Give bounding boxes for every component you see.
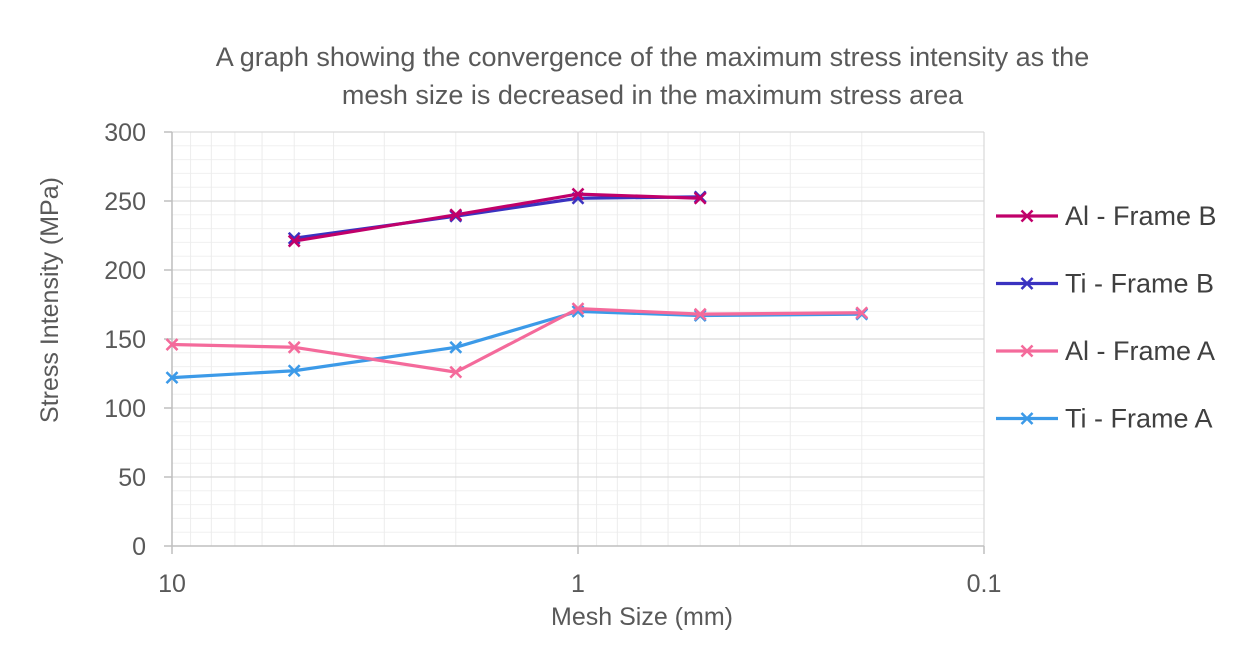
marker-stroke	[1020, 277, 1034, 290]
y-axis-title: Stress Intensity (MPa)	[36, 177, 64, 423]
series-al-frame-a	[165, 302, 869, 379]
marker-stroke	[449, 365, 463, 379]
marker-stroke	[287, 340, 301, 354]
legend-item-al-frame-b: Al - Frame B	[996, 201, 1217, 231]
series-ti-frame-b	[287, 190, 707, 245]
x-axis-title: Mesh Size (mm)	[551, 603, 733, 631]
legend-swatch-marker	[1020, 209, 1034, 223]
legend-swatch-marker	[1020, 412, 1034, 425]
marker-stroke	[1020, 412, 1034, 425]
marker-stroke	[693, 307, 707, 321]
y-tick-label: 0	[132, 533, 146, 561]
legend-item-al-frame-a: Al - Frame A	[996, 336, 1215, 366]
legend-item-ti-frame-b: Ti - Frame B	[996, 269, 1214, 299]
marker-stroke	[287, 234, 301, 248]
chart-title-line-1: A graph showing the convergence of the m…	[215, 42, 1090, 72]
data-point-al-frame-a	[449, 365, 463, 379]
data-point-al-frame-b	[287, 234, 301, 248]
series-line-ti-frame-a	[171, 309, 862, 380]
data-point-al-frame-a	[571, 302, 585, 316]
grid	[171, 131, 985, 546]
data-point-ti-frame-a	[287, 364, 301, 378]
marker-stroke	[449, 208, 463, 222]
y-tick-label: 200	[104, 257, 146, 285]
data-point-ti-frame-a	[449, 340, 463, 354]
marker-stroke	[287, 364, 301, 378]
data-point-al-frame-a	[693, 307, 707, 321]
data-point-ti-frame-a	[165, 371, 179, 385]
legend-swatch-marker	[1020, 344, 1034, 358]
data-point-al-frame-a	[165, 338, 179, 351]
data-point-al-frame-b	[571, 187, 585, 201]
legend-item-ti-frame-a: Ti - Frame A	[996, 404, 1213, 434]
chart-title: A graph showing the convergence of the m…	[80, 38, 1225, 114]
legend: Al - Frame B Ti - Frame B Al - Frame A Ti -…	[996, 201, 1217, 434]
marker-stroke	[449, 340, 463, 354]
series-line-al-frame-a	[171, 307, 862, 374]
series-line-al-frame-b	[293, 192, 701, 243]
marker-stroke	[855, 306, 869, 320]
legend-label: Ti - Frame B	[1065, 269, 1214, 299]
chart-title-line-2: mesh size is decreased in the maximum st…	[341, 80, 964, 110]
y-tick-label: 300	[104, 119, 146, 147]
data-point-al-frame-a	[287, 340, 301, 354]
legend-label: Al - Frame B	[1065, 201, 1217, 231]
marker-stroke	[1020, 209, 1034, 223]
marker-stroke	[571, 302, 585, 316]
series-al-frame-b	[287, 187, 707, 248]
axes: 0 50 100 150 200 250 300 10 1 0.1	[104, 119, 1001, 598]
marker-stroke	[1020, 344, 1034, 358]
data-point-al-frame-b	[449, 208, 463, 222]
x-tick-label: 1	[571, 570, 585, 598]
y-tick-label: 100	[104, 395, 146, 423]
marker-stroke	[287, 231, 301, 245]
marker-stroke	[571, 187, 585, 201]
data-point-al-frame-a	[855, 306, 869, 320]
x-tick-label: 10	[158, 570, 186, 598]
data-point-al-frame-b	[693, 191, 707, 205]
y-tick-label: 50	[118, 464, 146, 492]
marker-stroke	[165, 338, 179, 351]
legend-swatch-marker	[1020, 277, 1034, 290]
series-layer	[165, 187, 869, 385]
legend-label: Al - Frame A	[1065, 336, 1215, 366]
y-tick-label: 250	[104, 188, 146, 216]
legend-label: Ti - Frame A	[1065, 404, 1213, 434]
marker-stroke	[165, 371, 179, 385]
series-ti-frame-a	[165, 304, 869, 385]
x-tick-label: 0.1	[967, 570, 1002, 598]
y-tick-label: 150	[104, 326, 146, 354]
marker-stroke	[693, 191, 707, 205]
